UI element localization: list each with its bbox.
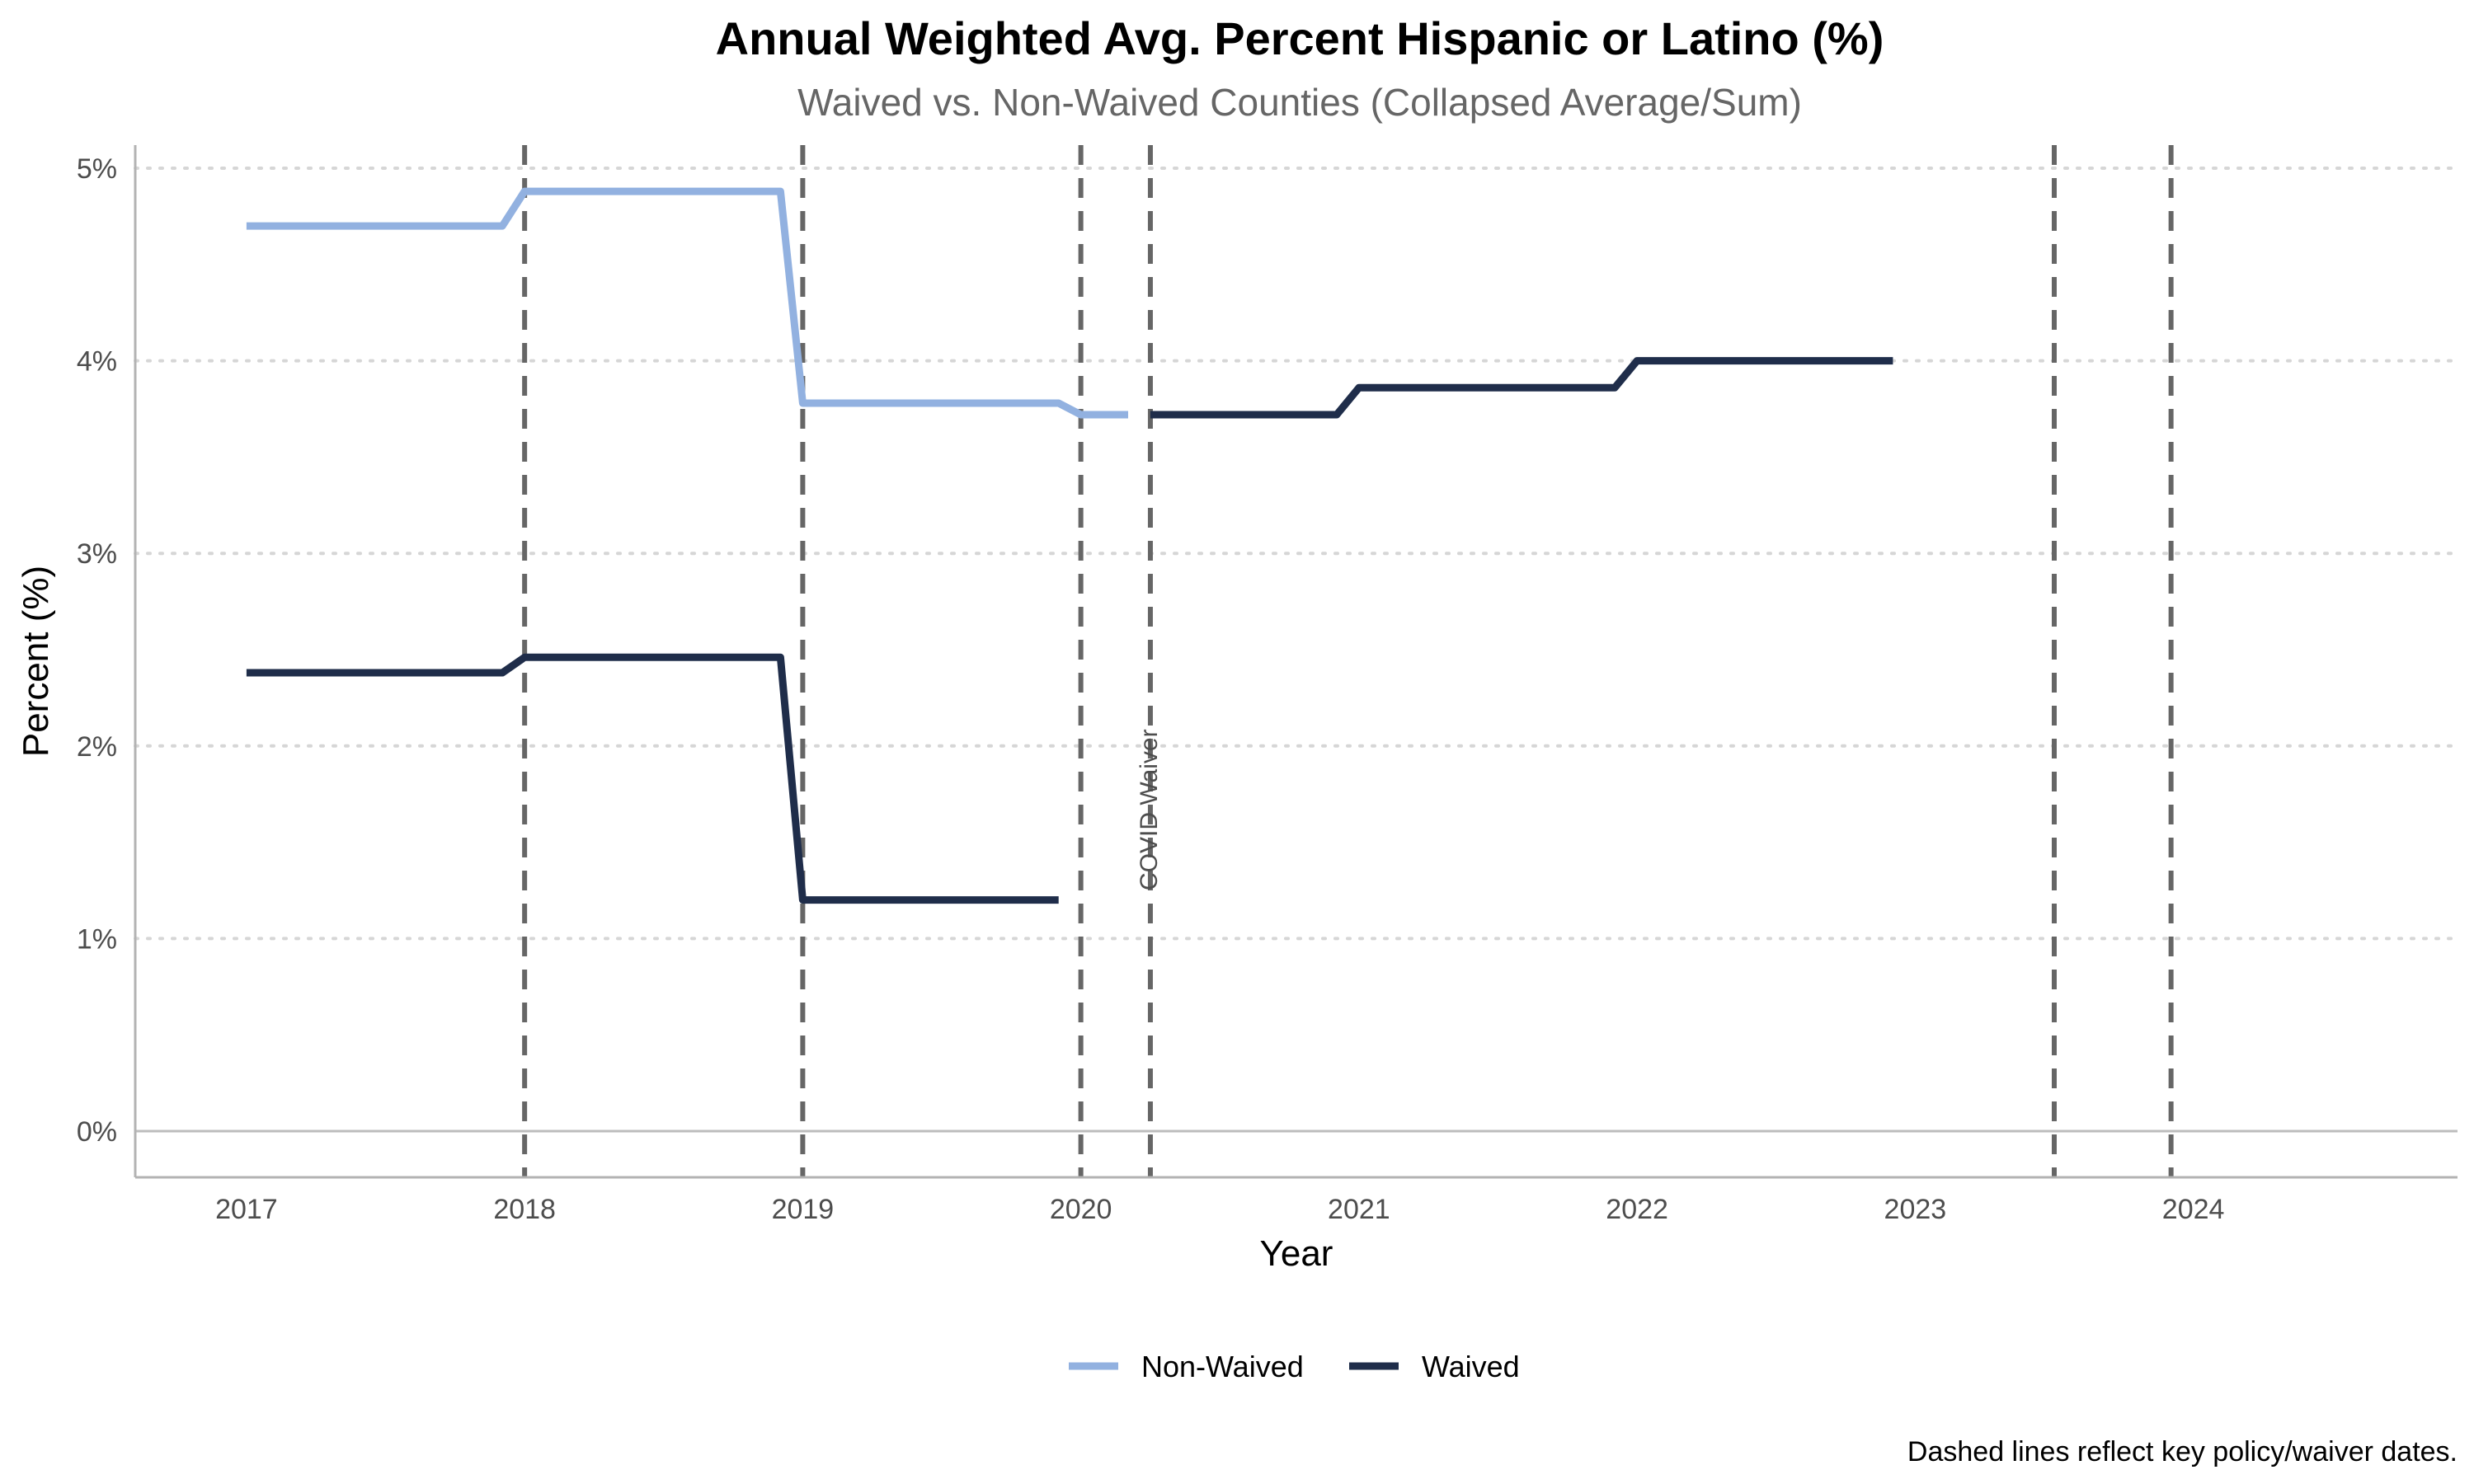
annotations: COVID Waiver (1136, 729, 1163, 890)
x-tick-label: 2018 (493, 1194, 556, 1225)
legend: Non-Waived Waived (1069, 1350, 1520, 1383)
x-tick-labels: 2017 2018 2019 2020 2021 2022 2023 2024 (215, 1194, 2224, 1225)
y-tick-label: 3% (77, 538, 117, 570)
series-line-non-waived-0 (246, 187, 1128, 419)
axes (134, 145, 2458, 1179)
series-line-waived-0 (246, 653, 1059, 904)
legend-label-waived: Waived (1422, 1350, 1520, 1383)
data-series (246, 187, 1893, 904)
series-line-waived-1 (1150, 357, 1893, 419)
x-tick-label: 2022 (1606, 1194, 1668, 1225)
y-tick-label: 2% (77, 731, 117, 763)
y-tick-labels: 0% 1% 2% 3% 4% 5% (77, 153, 117, 1148)
x-axis-title: Year (1260, 1233, 1333, 1274)
chart-caption: Dashed lines reflect key policy/waiver d… (1907, 1436, 2458, 1468)
x-tick-label: 2017 (215, 1194, 278, 1225)
legend-label-non-waived: Non-Waived (1141, 1350, 1304, 1383)
x-tick-label: 2023 (1884, 1194, 1947, 1225)
chart-subtitle: Waived vs. Non-Waived Counties (Collapse… (797, 81, 1802, 124)
chart-title: Annual Weighted Avg. Percent Hispanic or… (716, 12, 1884, 64)
y-axis-title: Percent (%) (16, 566, 56, 757)
x-tick-label: 2020 (1050, 1194, 1112, 1225)
y-tick-label: 0% (77, 1116, 117, 1148)
x-tick-label: 2019 (772, 1194, 835, 1225)
y-tick-label: 5% (77, 153, 117, 185)
x-tick-label: 2024 (2162, 1194, 2225, 1225)
grid-lines (134, 167, 2459, 941)
annotation-covid-waiver: COVID Waiver (1136, 729, 1163, 890)
y-tick-label: 4% (77, 346, 117, 378)
x-tick-label: 2021 (1328, 1194, 1390, 1225)
policy-date-lines (522, 145, 2174, 1177)
y-tick-label: 1% (77, 923, 117, 955)
